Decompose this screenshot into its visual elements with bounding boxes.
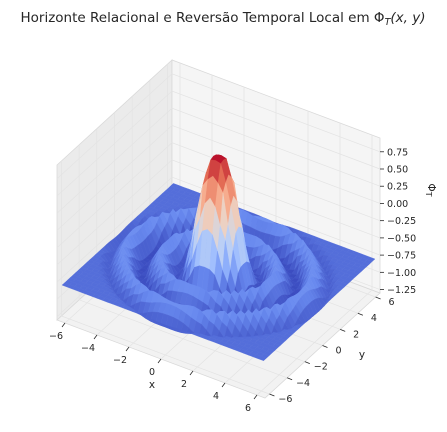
z-gridline — [56, 90, 381, 197]
y-tick-mark — [269, 393, 275, 397]
axis-ticks: −6 −4 −2 0 2 4 6 −6 −4 −2 0 2 4 6 0.75 0.50 0.25 0.00 −0.2… — [49, 147, 416, 414]
z-gridline — [56, 107, 381, 214]
x-tick-label: −2 — [113, 355, 127, 366]
z-tick-label: −1.00 — [387, 268, 416, 279]
y-tick-label: 6 — [389, 297, 395, 308]
z-tick-label: 0.75 — [387, 147, 408, 158]
x-axis-label: x — [149, 379, 155, 391]
x-tick-mark — [157, 358, 162, 364]
x-tick-mark — [61, 322, 66, 328]
z-tick-label: −0.75 — [387, 251, 416, 262]
chart-title: Horizonte Relacional e Reversão Temporal… — [21, 10, 426, 28]
title-symbol: Φ — [374, 10, 385, 26]
x-gridline — [256, 135, 373, 396]
x-tick-mark — [189, 370, 194, 376]
y-tick-label: 2 — [353, 329, 359, 340]
z-tick-label: −1.25 — [387, 285, 416, 296]
z-label-subscript: T — [424, 191, 433, 197]
x-tick-label: −6 — [49, 331, 63, 342]
z-gridline — [56, 124, 381, 231]
y-axis-label: y — [359, 349, 365, 361]
title-args: (x, y) — [390, 10, 425, 26]
y-tick-mark — [340, 328, 346, 332]
z-tick-label: −0.50 — [387, 233, 416, 244]
y-gridline — [78, 144, 288, 379]
z-axis-label: ΦT — [424, 183, 437, 196]
y-tick-label: −6 — [278, 394, 292, 405]
y-tick-mark — [322, 345, 328, 348]
title-subscript: T — [385, 17, 392, 28]
z-tick-label: 0.00 — [387, 199, 408, 210]
y-tick-mark — [375, 296, 381, 300]
x-tick-label: 2 — [181, 379, 187, 390]
surface-facet — [258, 356, 267, 361]
y-tick-label: 4 — [371, 313, 377, 324]
x-tick-label: 0 — [149, 367, 155, 378]
x-tick-mark — [125, 346, 130, 352]
z-tick-label: 0.25 — [387, 182, 408, 193]
z-gridline — [56, 159, 381, 266]
z-tick-label: 0.50 — [387, 165, 408, 176]
x-tick-label: 6 — [245, 403, 251, 414]
y-tick-mark — [357, 312, 364, 316]
x-tick-mark — [93, 334, 98, 340]
x-tick-label: −4 — [81, 343, 95, 354]
x-tick-label: 4 — [213, 391, 219, 402]
x-tick-mark — [253, 394, 258, 400]
z-gridline — [56, 142, 381, 248]
x-tick-mark — [221, 382, 226, 388]
z-gridline — [56, 73, 381, 180]
title-prefix: Horizonte Relacional e Reversão Temporal… — [21, 10, 374, 26]
y-tick-label: −2 — [314, 362, 328, 373]
y-tick-mark — [286, 377, 293, 381]
y-gridline — [61, 161, 270, 395]
y-tick-label: −4 — [296, 378, 310, 389]
z-gridline — [56, 176, 381, 283]
z-tick-label: −0.25 — [387, 216, 416, 227]
surface-plot — [61, 154, 376, 361]
z-label-symbol: Φ — [425, 183, 437, 191]
y-tick-label: 0 — [335, 346, 341, 357]
y-tick-mark — [304, 361, 310, 365]
